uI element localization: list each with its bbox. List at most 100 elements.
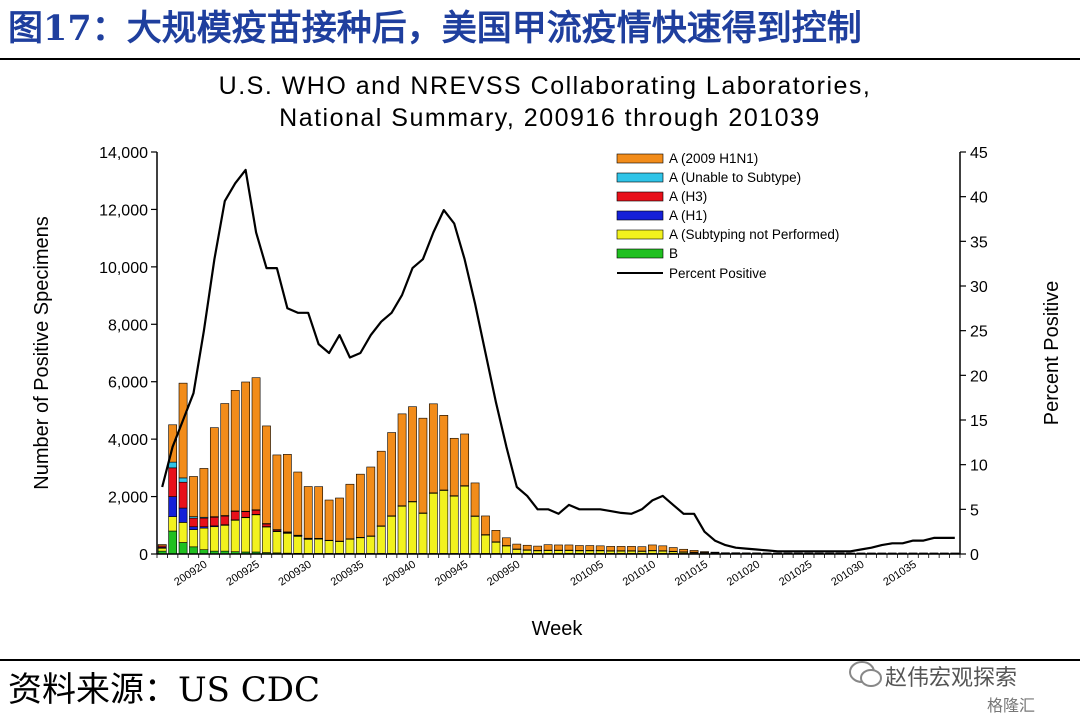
bar-h1n1-200943	[439, 415, 449, 491]
y-tick-label: 4,000	[108, 432, 148, 449]
x-tick-label: 200930	[277, 558, 314, 588]
bar-h1n1-201004	[585, 545, 595, 551]
bar-h3-200919	[189, 517, 198, 528]
bar-not_performed-200932	[324, 540, 334, 554]
chart: U.S. WHO and NREVSS Collaborating Labora…	[31, 72, 1063, 640]
bar-h1n1-200947	[481, 515, 490, 535]
bar-h1n1-201011	[658, 545, 668, 552]
bar-h1n1-201002	[564, 544, 574, 551]
bar-h1n1-200938	[387, 432, 397, 517]
bar-h3-200922	[220, 515, 230, 526]
y-tick-label: 14,000	[99, 145, 148, 162]
bar-h1n1-201012	[668, 547, 678, 552]
bar-h1-200919	[189, 526, 198, 530]
legend-swatch-h3	[616, 191, 664, 202]
bar-not_performed-200946	[470, 515, 480, 554]
legend-label-h1n1: A (2009 H1N1)	[669, 151, 758, 166]
y2-tick-label: 10	[970, 458, 988, 475]
bar-not_performed-200931	[314, 538, 324, 554]
bar-h1n1-200927	[272, 454, 282, 530]
y2-tick-label: 15	[970, 413, 988, 430]
x-tick-label: 201010	[621, 558, 658, 588]
bar-h1n1-201010	[647, 544, 657, 551]
bar-h1n1-201018	[731, 552, 741, 554]
bar-h3-200918	[178, 481, 188, 509]
x-tick-label: 200935	[329, 558, 366, 588]
bar-h1n1-200917	[168, 424, 178, 463]
y2-axis-label: Percent Positive	[1041, 281, 1063, 426]
y2-axis-ticks: 0 5 10 15 20 25 30 35 40 45	[960, 145, 988, 564]
watermark-text: 赵伟宏观探索	[885, 666, 1018, 691]
bars-group	[157, 377, 960, 555]
bar-h1n1-200916	[157, 544, 167, 547]
y-tick-label: 2,000	[108, 490, 148, 507]
legend-label-line: Percent Positive	[669, 266, 767, 281]
bar-h1n1-200926	[262, 425, 271, 524]
y2-tick-label: 30	[970, 279, 988, 296]
x-tick-label: 200945	[433, 558, 470, 588]
bar-h1n1-200953	[543, 544, 553, 551]
bar-not_performed-200937	[376, 525, 386, 554]
bar-not_performed-200948	[491, 541, 501, 554]
bar-not_performed-200924	[241, 517, 251, 553]
bar-h1n1-200919	[189, 476, 198, 517]
bar-h1n1-200936	[366, 466, 376, 537]
bar-h1n1-201008	[627, 546, 636, 552]
x-tick-label: 200950	[485, 558, 522, 588]
bar-h1n1-200930	[303, 486, 313, 539]
x-tick-label: 201030	[829, 558, 866, 588]
bar-not_performed-200927	[272, 531, 282, 554]
x-tick-label: 200940	[381, 558, 418, 588]
chart-subtitle: National Summary, 200916 through 201039	[279, 104, 821, 132]
bar-not_performed-200938	[387, 515, 397, 554]
legend-swatch-unable	[616, 172, 664, 183]
bar-not_performed-200920	[199, 527, 209, 551]
bar-h1n1-200932	[324, 499, 334, 541]
y-tick-label: 6,000	[108, 375, 148, 392]
legend-label-unable: A (Unable to Subtype)	[669, 170, 801, 185]
wechat-icon	[849, 661, 882, 687]
bar-h1n1-200931	[314, 486, 324, 539]
bar-not_performed-200919	[189, 529, 198, 548]
bar-h3-200917	[168, 467, 178, 497]
bar-h1n1-201020	[752, 552, 762, 554]
x-axis-label: Week	[532, 618, 584, 640]
bar-not_performed-200933	[335, 541, 344, 554]
page-title: 图17：大规模疫苗接种后，美国甲流疫情快速得到控制	[8, 8, 862, 49]
bar-h1n1-200924	[241, 381, 251, 512]
y2-tick-label: 0	[970, 547, 979, 564]
legend-label-not_performed: A (Subtyping not Performed)	[669, 227, 839, 242]
bar-h1n1-201006	[606, 546, 616, 552]
bar-h1n1-201009	[637, 546, 647, 552]
y2-tick-label: 20	[970, 368, 988, 385]
bar-not_performed-200944	[449, 495, 459, 554]
y-tick-label: 12,000	[99, 202, 148, 219]
bar-h1n1-201005	[595, 545, 605, 551]
x-tick-label: 201025	[777, 558, 814, 588]
bar-h1n1-201007	[616, 546, 626, 552]
top-rule	[0, 58, 1080, 60]
x-tick-label: 201015	[673, 558, 710, 588]
bar-not_performed-200921	[209, 526, 219, 552]
bar-h1n1-200918	[178, 382, 188, 479]
y-tick-label: 0	[139, 547, 148, 564]
y2-tick-label: 5	[970, 502, 979, 519]
y2-tick-label: 45	[970, 145, 988, 162]
bar-h1n1-201003	[574, 545, 584, 551]
bar-h1n1-200951	[522, 544, 532, 551]
bar-h1n1-201014	[689, 550, 699, 553]
y-axis-ticks: 0 2,000 4,000 6,000 8,000 10,000 12,000 14,000	[99, 145, 157, 564]
bar-h1n1-200944	[449, 437, 459, 497]
bar-h1n1-201019	[741, 552, 751, 554]
bar-not_performed-200930	[303, 538, 313, 554]
x-tick-label: 201035	[881, 558, 918, 588]
y2-tick-label: 35	[970, 234, 988, 251]
bar-h1n1-200942	[428, 403, 438, 494]
bar-not_performed-200943	[439, 489, 449, 554]
bar-h1n1-200933	[335, 497, 344, 542]
bar-not_performed-200945	[460, 485, 470, 554]
bar-not_performed-200926	[262, 526, 271, 553]
legend-label-h3: A (H3)	[669, 189, 707, 204]
bar-not_performed-200916	[157, 547, 167, 552]
bar-h1n1-200925	[251, 377, 261, 511]
